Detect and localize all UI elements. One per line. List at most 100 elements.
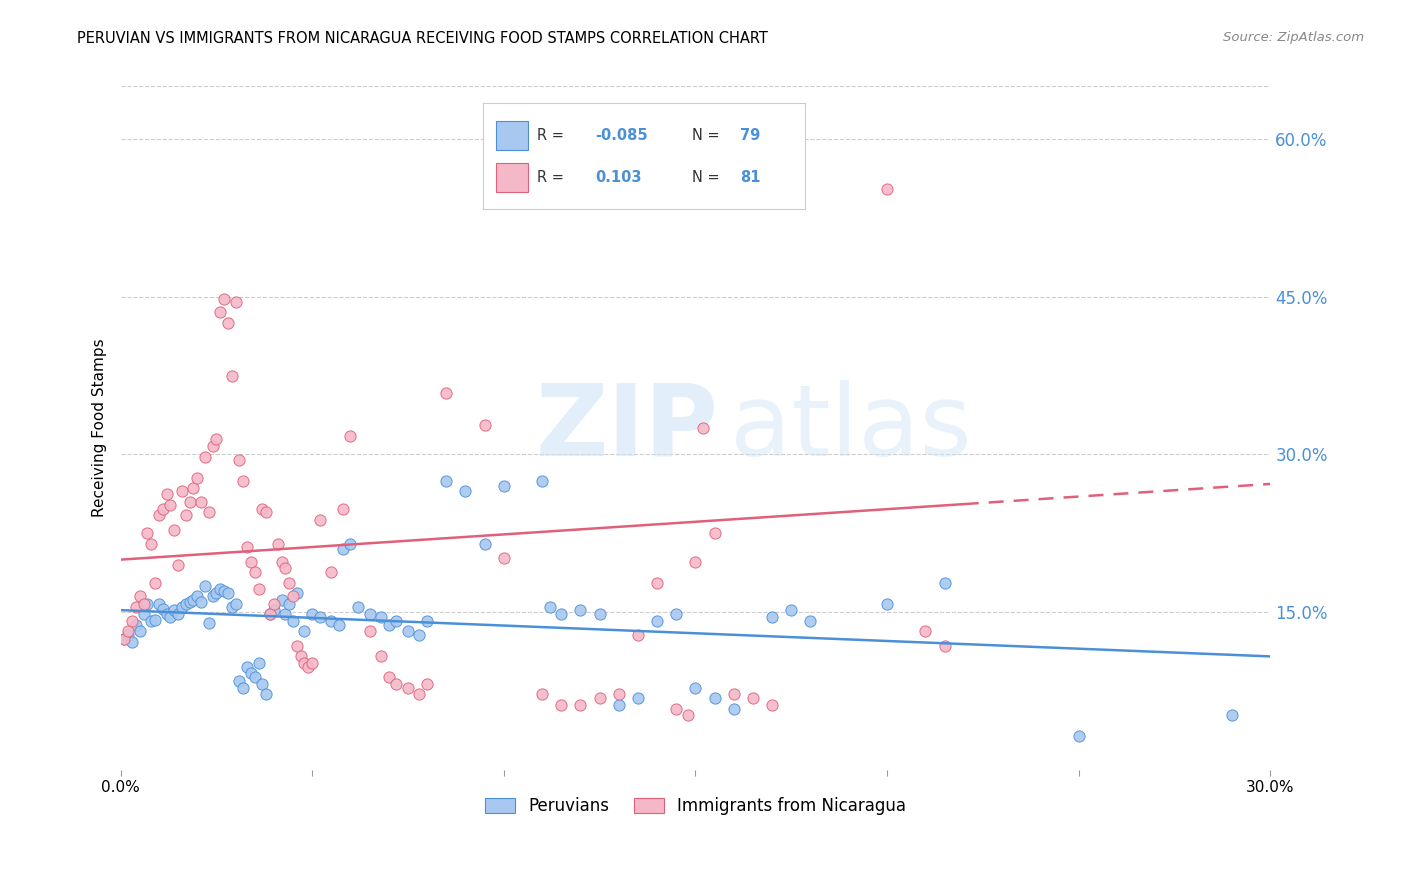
Point	[239, 555, 262, 569]
Point	[934, 639, 956, 653]
Point	[217, 316, 239, 330]
Point	[128, 590, 150, 604]
Point	[132, 597, 155, 611]
Point	[645, 575, 668, 590]
Point	[205, 586, 228, 600]
Point	[347, 599, 370, 614]
Text: ZIP: ZIP	[536, 380, 718, 476]
Point	[408, 687, 430, 701]
Point	[723, 687, 745, 701]
Point	[112, 632, 135, 646]
Point	[685, 555, 707, 569]
Point	[301, 607, 323, 622]
Point	[179, 495, 201, 509]
Point	[205, 432, 228, 446]
Point	[607, 698, 630, 712]
Point	[221, 599, 243, 614]
Point	[259, 607, 281, 622]
Point	[274, 607, 297, 622]
Point	[285, 639, 308, 653]
Point	[183, 592, 205, 607]
Point	[212, 584, 235, 599]
Point	[370, 649, 392, 664]
Point	[550, 698, 572, 712]
Point	[263, 603, 285, 617]
Point	[159, 498, 181, 512]
Point	[378, 670, 401, 684]
Point	[136, 597, 159, 611]
Point	[492, 550, 515, 565]
Point	[270, 592, 292, 607]
Point	[278, 597, 301, 611]
Point	[301, 656, 323, 670]
Point	[281, 614, 304, 628]
Point	[194, 579, 217, 593]
Point	[723, 702, 745, 716]
Point	[328, 618, 350, 632]
Point	[665, 702, 688, 716]
Point	[703, 691, 725, 706]
Point	[252, 502, 274, 516]
Point	[152, 602, 174, 616]
Point	[308, 610, 330, 624]
Point	[416, 677, 439, 691]
Point	[339, 428, 361, 442]
Point	[454, 484, 477, 499]
Point	[569, 698, 592, 712]
Point	[492, 479, 515, 493]
Point	[550, 607, 572, 622]
Point	[1220, 708, 1243, 723]
Point	[259, 607, 281, 622]
Point	[128, 624, 150, 639]
Point	[232, 681, 254, 695]
Point	[370, 610, 392, 624]
Point	[799, 614, 821, 628]
Point	[143, 613, 166, 627]
Point	[239, 666, 262, 681]
Point	[627, 628, 650, 642]
Point	[408, 628, 430, 642]
Point	[183, 481, 205, 495]
Point	[132, 607, 155, 622]
Point	[190, 595, 212, 609]
Point	[209, 582, 232, 596]
Point	[308, 513, 330, 527]
Point	[297, 660, 319, 674]
Point	[121, 634, 143, 648]
Point	[531, 687, 554, 701]
Point	[221, 368, 243, 383]
Point	[676, 708, 699, 723]
Point	[385, 677, 408, 691]
Point	[186, 590, 208, 604]
Point	[665, 607, 688, 622]
Point	[170, 484, 193, 499]
Point	[1067, 729, 1090, 743]
Legend: Peruvians, Immigrants from Nicaragua: Peruvians, Immigrants from Nicaragua	[477, 789, 915, 823]
Point	[685, 681, 707, 695]
Point	[155, 487, 177, 501]
Point	[278, 575, 301, 590]
Point	[254, 687, 277, 701]
Point	[197, 615, 219, 630]
Point	[434, 386, 457, 401]
Point	[266, 537, 288, 551]
Point	[163, 603, 186, 617]
Point	[627, 691, 650, 706]
Point	[217, 586, 239, 600]
Point	[263, 597, 285, 611]
Point	[209, 305, 232, 319]
Point	[294, 656, 316, 670]
Point	[155, 607, 177, 622]
Point	[569, 603, 592, 617]
Point	[236, 660, 259, 674]
Point	[742, 691, 765, 706]
Point	[125, 599, 148, 614]
Text: PERUVIAN VS IMMIGRANTS FROM NICARAGUA RECEIVING FOOD STAMPS CORRELATION CHART: PERUVIAN VS IMMIGRANTS FROM NICARAGUA RE…	[77, 31, 768, 46]
Point	[197, 505, 219, 519]
Point	[167, 607, 190, 622]
Point	[416, 614, 439, 628]
Point	[141, 614, 163, 628]
Point	[247, 656, 270, 670]
Point	[290, 649, 312, 664]
Point	[359, 624, 381, 639]
